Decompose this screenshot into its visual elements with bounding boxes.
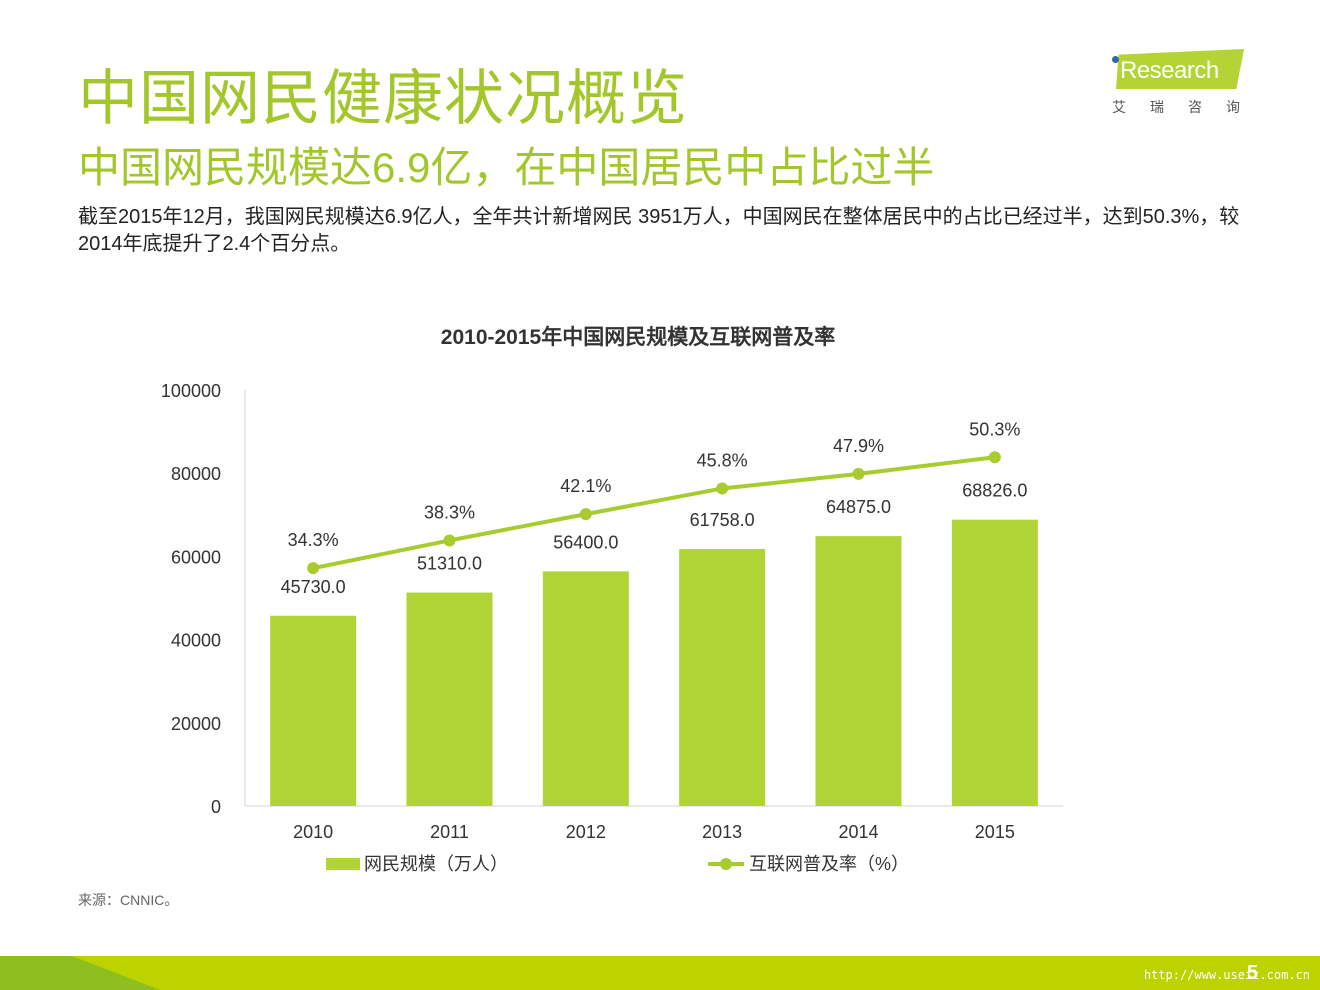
iresearch-logo: Research 艾瑞咨询 — [1108, 47, 1248, 117]
x-tick-label: 2011 — [430, 822, 469, 842]
line-series: 34.3% 38.3% 42.1% 45.8% 47.9% 50.3% — [288, 419, 1020, 575]
page-number: 5 — [1246, 962, 1258, 984]
line-value-label: 47.9% — [833, 436, 884, 456]
y-tick-label: 40000 — [171, 631, 221, 651]
line-value-label: 38.3% — [424, 502, 475, 522]
bar — [815, 536, 902, 806]
summary-text: 截至2015年12月，我国网民规模达6.9亿人，全年共计新增网民 3951万人，… — [78, 206, 1240, 255]
bar — [542, 571, 629, 806]
x-tick-label: 2010 — [293, 822, 333, 842]
bar-value-label: 64875.0 — [826, 497, 891, 517]
bar — [679, 549, 766, 806]
page-title: 中国网民健康状况概览 — [78, 65, 688, 132]
x-tick-label: 2015 — [975, 822, 1015, 842]
legend-line-label: 互联网普及率（%） — [749, 854, 909, 874]
bar-value-label: 68826.0 — [962, 481, 1027, 501]
y-tick-label: 80000 — [171, 464, 221, 484]
line-point — [579, 508, 592, 521]
line-point — [852, 467, 865, 480]
x-axis-labels: 2010 2011 2012 2013 2014 2015 — [293, 822, 1015, 842]
logo-subtitle: 艾瑞咨询 — [1112, 99, 1264, 115]
line-point — [988, 451, 1001, 464]
bar-value-label: 56400.0 — [553, 532, 618, 552]
x-tick-label: 2013 — [702, 822, 742, 842]
line-point — [716, 482, 729, 495]
bar — [951, 519, 1038, 806]
logo-dot-icon — [1112, 56, 1119, 63]
source-note: 来源：CNNIC。 — [78, 892, 179, 908]
x-tick-label: 2012 — [566, 822, 606, 842]
legend-bar-swatch — [326, 858, 360, 870]
legend-bar-label: 网民规模（万人） — [364, 854, 508, 874]
bar-value-label: 45730.0 — [281, 577, 346, 597]
footer-band: 5 http://www.useit.com.cn — [0, 956, 1320, 990]
chart-title: 2010-2015年中国网民规模及互联网普及率 — [441, 325, 835, 349]
x-tick-label: 2014 — [838, 822, 878, 842]
line-value-label: 42.1% — [560, 476, 611, 496]
line-point — [443, 534, 456, 547]
y-tick-label: 60000 — [171, 547, 221, 567]
legend: 网民规模（万人） 互联网普及率（%） — [326, 854, 909, 874]
y-tick-label: 100000 — [161, 381, 221, 401]
bar — [406, 592, 493, 806]
y-tick-label: 0 — [211, 797, 221, 817]
line-value-label: 50.3% — [969, 419, 1020, 439]
footer-base — [0, 956, 1320, 990]
y-axis: 0 20000 40000 60000 80000 100000 — [161, 381, 1063, 817]
logo-text: Research — [1120, 57, 1219, 84]
logo-banner — [1116, 49, 1244, 89]
bar-value-label: 61758.0 — [690, 510, 755, 530]
bar-value-label: 51310.0 — [417, 554, 482, 574]
line-value-label: 34.3% — [288, 530, 339, 550]
bar-series: 45730.0 51310.0 56400.0 61758.0 64875.0 68826… — [270, 481, 1038, 806]
legend-line-marker — [720, 858, 732, 870]
line-value-label: 45.8% — [697, 450, 748, 470]
y-tick-label: 20000 — [171, 714, 221, 734]
line-path — [312, 455, 996, 571]
bar — [270, 615, 357, 806]
watermark-url: http://www.useit.com.cn — [1143, 968, 1310, 982]
line-point — [307, 562, 320, 575]
page-subtitle: 中国网民规模达6.9亿，在中国居民中占比过半 — [78, 144, 935, 191]
